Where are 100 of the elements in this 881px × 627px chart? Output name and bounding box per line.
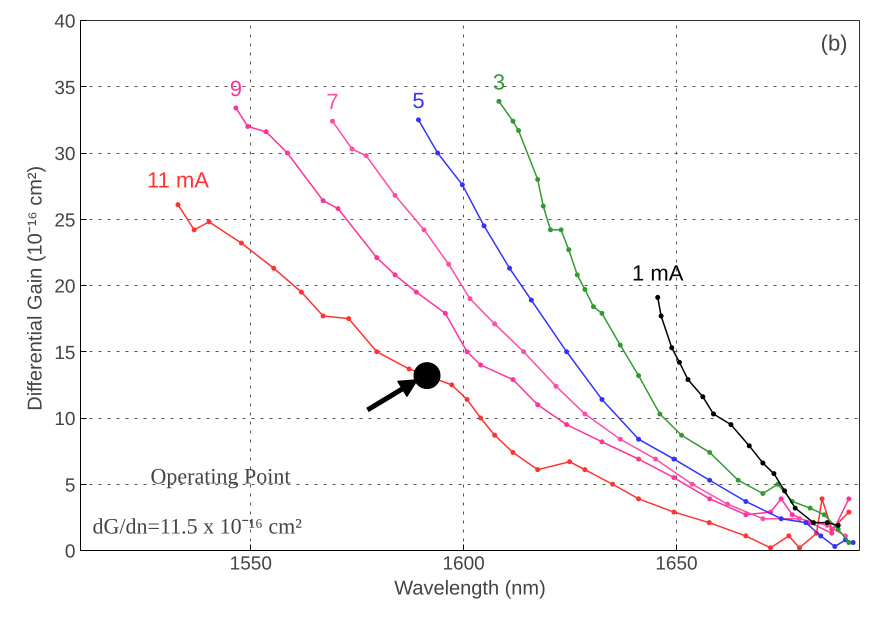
point bbox=[510, 450, 516, 455]
point bbox=[818, 533, 824, 538]
point bbox=[298, 290, 304, 295]
point bbox=[743, 533, 748, 538]
x-tick-label: 1650 bbox=[655, 554, 698, 574]
point bbox=[824, 520, 830, 526]
series-label: 11 mA bbox=[147, 168, 210, 193]
point bbox=[846, 496, 852, 502]
point bbox=[175, 202, 180, 208]
point bbox=[636, 436, 642, 442]
point bbox=[245, 124, 250, 129]
point bbox=[636, 496, 642, 502]
point bbox=[422, 227, 427, 232]
y-tick-label: 30 bbox=[54, 144, 76, 165]
point bbox=[850, 540, 856, 546]
point bbox=[528, 298, 534, 303]
point bbox=[460, 182, 465, 188]
point bbox=[655, 294, 660, 300]
annotation: (b) bbox=[820, 30, 848, 56]
point bbox=[657, 412, 662, 417]
x-tick-label: 1600 bbox=[442, 554, 485, 574]
series-label: 3 bbox=[492, 69, 506, 94]
point bbox=[496, 98, 502, 104]
point bbox=[553, 384, 558, 389]
point bbox=[618, 342, 623, 348]
point bbox=[796, 545, 802, 550]
y-tick-label: 10 bbox=[54, 409, 76, 430]
point bbox=[778, 496, 784, 502]
point bbox=[685, 377, 690, 382]
y-tick-label: 0 bbox=[64, 542, 76, 562]
point bbox=[535, 177, 540, 182]
point bbox=[540, 204, 546, 208]
point bbox=[803, 520, 808, 526]
point bbox=[346, 316, 352, 322]
point bbox=[446, 262, 452, 267]
point bbox=[846, 540, 852, 546]
point bbox=[350, 146, 355, 152]
point bbox=[707, 450, 712, 455]
point bbox=[392, 272, 398, 278]
y-tick-label: 35 bbox=[54, 78, 76, 99]
point bbox=[736, 478, 741, 483]
point bbox=[676, 360, 682, 365]
point bbox=[610, 482, 616, 487]
series-label: 7 bbox=[326, 89, 339, 114]
point bbox=[192, 227, 197, 232]
point bbox=[832, 544, 838, 550]
y-tick-label: 5 bbox=[64, 475, 76, 496]
series-label: 5 bbox=[412, 88, 425, 113]
point bbox=[510, 377, 516, 382]
point bbox=[521, 349, 526, 354]
point bbox=[690, 482, 695, 487]
point bbox=[374, 349, 380, 354]
point bbox=[743, 498, 748, 504]
point bbox=[829, 530, 834, 536]
point bbox=[710, 412, 716, 417]
point bbox=[442, 310, 448, 316]
point bbox=[478, 416, 484, 420]
point bbox=[510, 118, 516, 124]
point bbox=[416, 117, 421, 122]
point bbox=[796, 516, 802, 522]
point bbox=[786, 533, 792, 538]
point bbox=[507, 266, 512, 271]
point bbox=[582, 286, 588, 292]
point bbox=[618, 436, 623, 442]
point bbox=[516, 128, 522, 133]
point bbox=[582, 467, 588, 472]
point bbox=[679, 432, 684, 438]
x-tick-label: 1550 bbox=[230, 554, 272, 574]
series-label: 1 mA bbox=[632, 260, 684, 286]
point bbox=[671, 475, 676, 480]
point bbox=[238, 240, 244, 246]
point bbox=[464, 349, 470, 354]
point bbox=[535, 467, 540, 472]
point bbox=[336, 206, 341, 212]
point bbox=[707, 496, 712, 502]
annotation: Operating Point bbox=[150, 464, 290, 488]
point bbox=[669, 345, 674, 350]
point bbox=[414, 362, 441, 390]
point bbox=[492, 321, 498, 326]
point bbox=[707, 478, 712, 483]
point bbox=[548, 227, 553, 232]
point bbox=[671, 456, 676, 462]
point bbox=[599, 439, 604, 444]
point bbox=[567, 459, 572, 464]
point bbox=[599, 396, 604, 402]
point bbox=[728, 422, 734, 428]
point bbox=[790, 512, 795, 518]
point bbox=[271, 266, 276, 271]
point bbox=[811, 520, 816, 526]
point bbox=[725, 502, 730, 507]
point bbox=[535, 402, 540, 408]
point bbox=[760, 460, 766, 466]
series-label: 9 bbox=[230, 76, 242, 101]
point bbox=[743, 512, 748, 518]
point bbox=[284, 150, 290, 156]
point bbox=[320, 313, 326, 318]
point bbox=[599, 310, 604, 316]
point bbox=[671, 510, 676, 515]
point bbox=[778, 516, 784, 522]
point bbox=[392, 192, 398, 198]
